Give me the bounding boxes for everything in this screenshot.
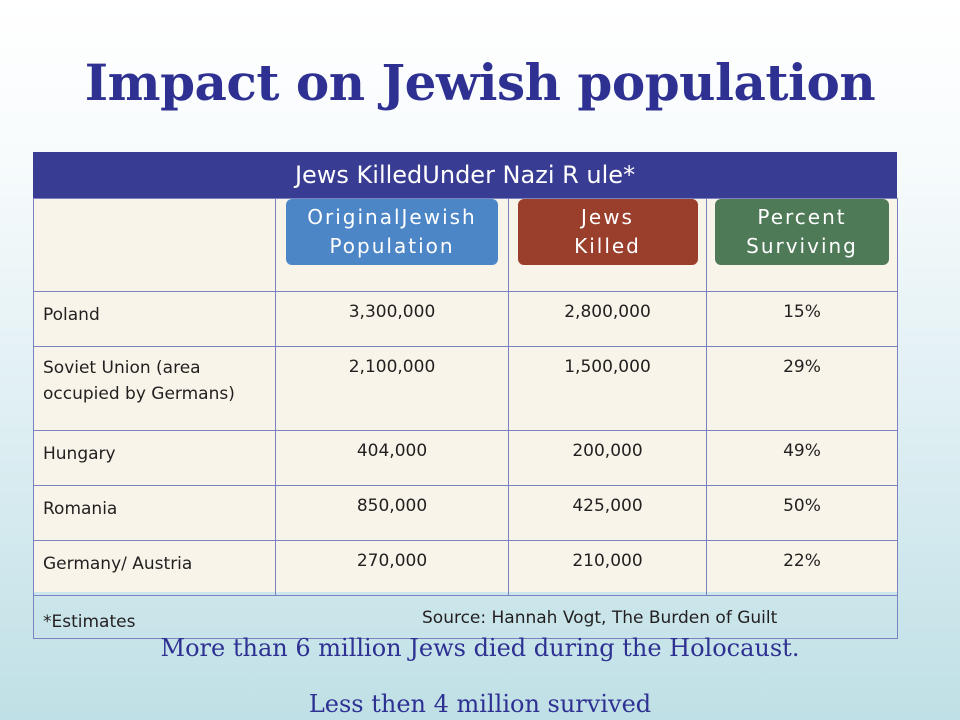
percent-surviving-cell: 49% [706,430,898,486]
holocaust-statistics-table: Jews KilledUnder Nazi R ule* OriginalJew… [33,152,898,639]
source-citation: Source: Hannah Vogt, The Burden of Guilt [422,608,778,628]
table-title: Jews KilledUnder Nazi R ule* [33,152,897,198]
footnote-row: *Estimates Source: Hannah Vogt, The Burd… [33,595,898,639]
original-population-cell: 3,300,000 [275,291,509,347]
percent-surviving-cell: 29% [706,346,898,431]
column-header-row: OriginalJewish Population Jews Killed Pe… [33,198,898,292]
percent-surviving-header: Percent Surviving [715,199,889,265]
original-population-cell: 850,000 [275,485,509,541]
jews-killed-cell: 425,000 [508,485,707,541]
data-table: OriginalJewish Population Jews Killed Pe… [33,198,898,639]
country-cell: Romania [33,485,276,541]
original-population-cell: 270,000 [275,540,509,596]
footnote-cell: *Estimates Source: Hannah Vogt, The Burd… [33,595,898,639]
caption-deaths: More than 6 million Jews died during the… [160,634,800,662]
empty-header-cell [33,198,276,292]
country-cell: Poland [33,291,276,347]
table-row: Poland 3,300,000 2,800,000 15% [33,291,898,347]
jews-killed-cell: 2,800,000 [508,291,707,347]
original-population-header: OriginalJewish Population [286,199,498,265]
slide-title: Impact on Jewish population [84,53,876,112]
header-cell-surviving: Percent Surviving [706,198,898,292]
table-row: Romania 850,000 425,000 50% [33,485,898,541]
jews-killed-cell: 210,000 [508,540,707,596]
jews-killed-cell: 200,000 [508,430,707,486]
estimates-note: *Estimates [43,612,136,632]
table-row: Soviet Union (area occupied by Germans) … [33,346,898,431]
caption-survivors: Less then 4 million survived [308,690,652,718]
table-row: Hungary 404,000 200,000 49% [33,430,898,486]
header-cell-killed: Jews Killed [508,198,707,292]
table-row: Germany/ Austria 270,000 210,000 22% [33,540,898,596]
percent-surviving-cell: 50% [706,485,898,541]
jews-killed-cell: 1,500,000 [508,346,707,431]
percent-surviving-cell: 22% [706,540,898,596]
original-population-cell: 404,000 [275,430,509,486]
original-population-cell: 2,100,000 [275,346,509,431]
country-cell: Soviet Union (area occupied by Germans) [33,346,276,431]
header-cell-original: OriginalJewish Population [275,198,509,292]
percent-surviving-cell: 15% [706,291,898,347]
jews-killed-header: Jews Killed [517,199,698,265]
country-cell: Hungary [33,430,276,486]
country-cell: Germany/ Austria [33,540,276,596]
